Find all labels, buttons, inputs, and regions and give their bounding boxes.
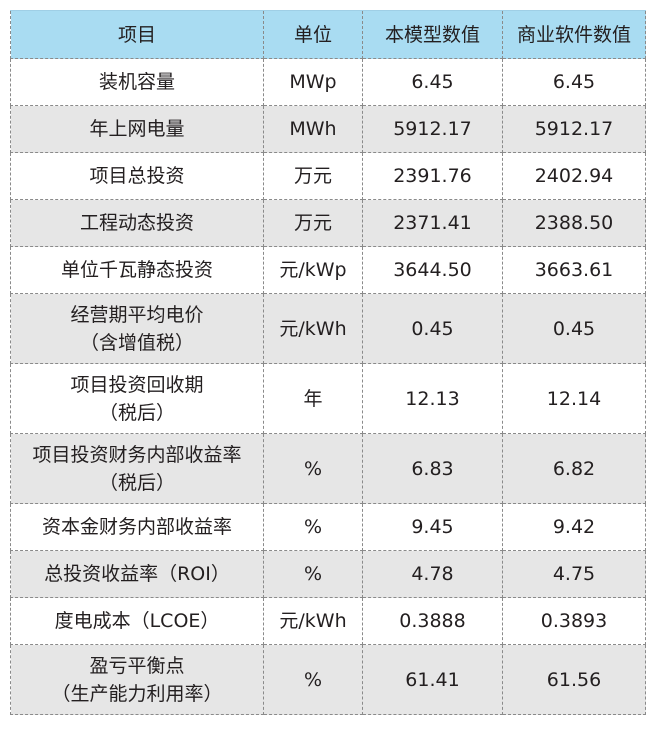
row-label: 年上网电量: [10, 105, 264, 153]
cell: %: [263, 550, 363, 598]
table-row: 经营期平均电价 （含增值税） 元/kWh 0.45 0.45: [10, 293, 646, 364]
table-row: 工程动态投资 万元 2371.41 2388.50: [10, 199, 646, 247]
row-label: 装机容量: [10, 58, 264, 106]
table-row: 项目投资回收期 （税后）年 12.13 12.14: [10, 363, 646, 434]
row-label: 经营期平均电价 （含增值税）: [10, 293, 264, 364]
cell: 6.45: [502, 58, 646, 106]
cell: 0.3888: [362, 597, 503, 645]
table-row: 总投资收益率（ROI）% 4.78 4.75: [10, 550, 646, 598]
row-label: 单位千瓦静态投资: [10, 246, 264, 294]
cell: 61.56: [502, 644, 646, 715]
cell: %: [263, 644, 363, 715]
table-row: 盈亏平衡点 （生产能力利用率）% 61.41 61.56: [10, 644, 646, 715]
cell: 9.45: [362, 503, 503, 551]
cell: 4.78: [362, 550, 503, 598]
row-label: 工程动态投资: [10, 199, 264, 247]
cell: 4.75: [502, 550, 646, 598]
data-table: 项目 单位 本模型数值 商业软件数值 装机容量 MWp 6.45 6.45 年上网电量 MWh 5…: [10, 10, 646, 715]
header-cell: 项目: [10, 10, 264, 59]
header-cell: 商业软件数值: [502, 10, 646, 59]
cell: 2388.50: [502, 199, 646, 247]
header-cell: 单位: [263, 10, 363, 59]
cell: 3644.50: [362, 246, 503, 294]
cell: 0.45: [502, 293, 646, 364]
cell: 12.13: [362, 363, 503, 434]
cell: 6.83: [362, 433, 503, 504]
cell: 元/kWh: [263, 293, 363, 364]
cell: %: [263, 433, 363, 504]
table-wrap: 项目 单位 本模型数值 商业软件数值 装机容量 MWp 6.45 6.45 年上网电量 MWh 5…: [10, 10, 646, 715]
cell: 0.3893: [502, 597, 646, 645]
cell: 万元: [263, 152, 363, 200]
table-row: 年上网电量 MWh 5912.17 5912.17: [10, 105, 646, 153]
cell: 元/kWp: [263, 246, 363, 294]
cell: 0.45: [362, 293, 503, 364]
cell: 2391.76: [362, 152, 503, 200]
cell: %: [263, 503, 363, 551]
row-label: 项目总投资: [10, 152, 264, 200]
table-row: 单位千瓦静态投资 元/kWp 3644.50 3663.61: [10, 246, 646, 294]
row-label: 度电成本（LCOE）: [10, 597, 264, 645]
cell: 6.45: [362, 58, 503, 106]
header-row: 项目 单位 本模型数值 商业软件数值: [10, 10, 646, 59]
row-label: 总投资收益率（ROI）: [10, 550, 264, 598]
table-row: 项目投资财务内部收益率 （税后）% 6.83 6.82: [10, 433, 646, 504]
cell: 6.82: [502, 433, 646, 504]
cell: 12.14: [502, 363, 646, 434]
header-cell: 本模型数值: [362, 10, 503, 59]
cell: MWp: [263, 58, 363, 106]
table-row: 资本金财务内部收益率% 9.45 9.42: [10, 503, 646, 551]
row-label: 项目投资财务内部收益率 （税后）: [10, 433, 264, 504]
cell: 9.42: [502, 503, 646, 551]
cell: 5912.17: [502, 105, 646, 153]
row-label: 盈亏平衡点 （生产能力利用率）: [10, 644, 264, 715]
table-body: 装机容量 MWp 6.45 6.45 年上网电量 MWh 5912.17 5912.17 项目总…: [10, 58, 646, 715]
table-row: 装机容量 MWp 6.45 6.45: [10, 58, 646, 106]
cell: 2371.41: [362, 199, 503, 247]
cell: 61.41: [362, 644, 503, 715]
cell: 万元: [263, 199, 363, 247]
row-label: 项目投资回收期 （税后）: [10, 363, 264, 434]
cell: 年: [263, 363, 363, 434]
cell: 5912.17: [362, 105, 503, 153]
cell: 2402.94: [502, 152, 646, 200]
cell: 3663.61: [502, 246, 646, 294]
cell: 元/kWh: [263, 597, 363, 645]
row-label: 资本金财务内部收益率: [10, 503, 264, 551]
cell: MWh: [263, 105, 363, 153]
table-row: 度电成本（LCOE） 元/kWh 0.3888 0.3893: [10, 597, 646, 645]
table-row: 项目总投资 万元 2391.76 2402.94: [10, 152, 646, 200]
